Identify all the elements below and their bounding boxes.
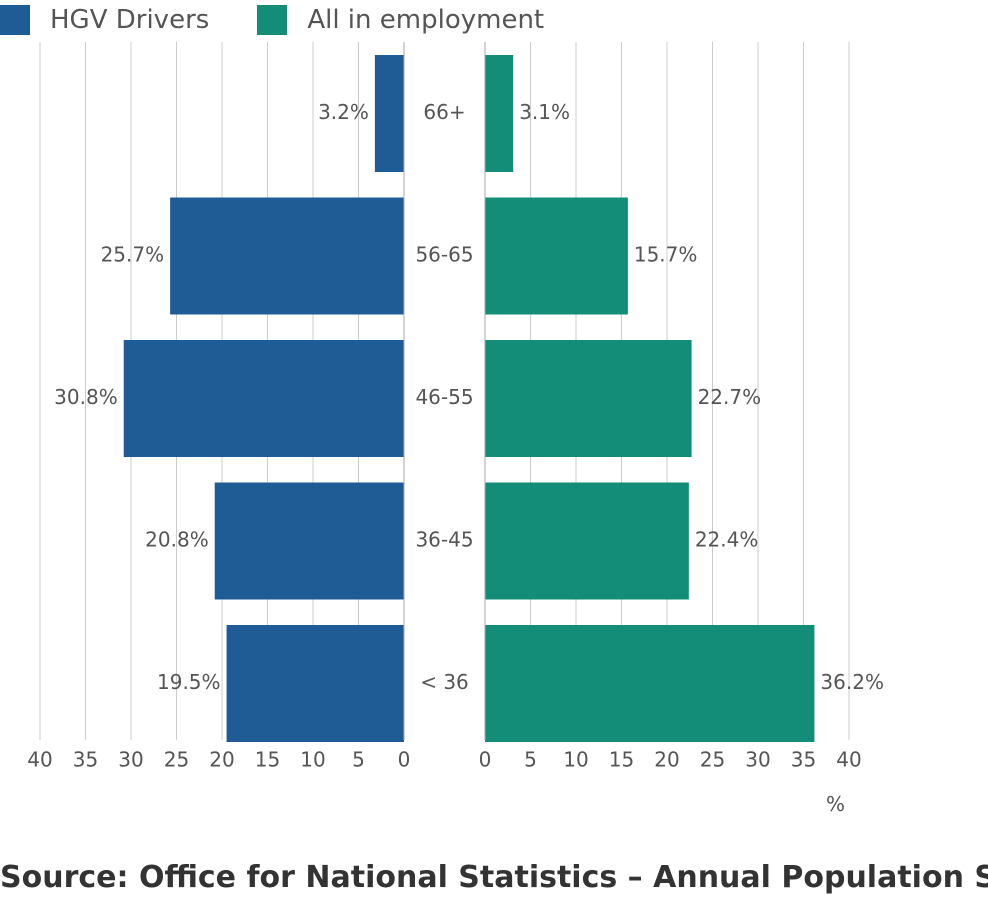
category-label-2: 46-55 [415,385,473,409]
data-label-all-0: 3.1% [519,100,570,124]
bar-hgv-2 [123,340,404,457]
data-label-all-2: 22.7% [698,385,762,409]
legend-swatch-hgv [0,5,30,35]
population-pyramid-chart: 3.2% 3.1% 66+ 25.7% 15.7% 56-65 30.8% 22.7% 46-5… [27,42,884,772]
tick-label-right-30: 30 [745,748,770,772]
source-note: Source: Office for National Statistics –… [0,860,988,895]
bar-all-0 [485,55,514,172]
chart-legend: HGV Drivers All in employment [0,0,592,40]
tick-label-left-30: 30 [118,748,143,772]
tick-label-left-40: 40 [27,748,52,772]
legend-label-hgv: HGV Drivers [50,5,210,35]
legend-label-all: All in employment [307,5,545,35]
category-label-4: < 36 [420,670,469,694]
tick-label-left-25: 25 [164,748,189,772]
data-label-all-3: 22.4% [695,528,759,552]
data-label-all-4: 36.2% [820,670,884,694]
tick-label-left-5: 5 [352,748,365,772]
category-label-3: 36-45 [415,528,473,552]
bar-hgv-0 [374,55,404,172]
data-label-hgv-1: 25.7% [101,243,165,267]
legend-swatch-all [257,5,288,35]
tick-label-left-15: 15 [255,748,280,772]
bar-hgv-4 [226,625,404,742]
tick-label-right-10: 10 [563,748,588,772]
tick-label-right-5: 5 [524,748,537,772]
bar-hgv-3 [214,482,404,600]
tick-label-right-15: 15 [609,748,634,772]
tick-label-right-35: 35 [791,748,816,772]
tick-label-right-40: 40 [836,748,861,772]
bar-all-1 [485,197,628,315]
tick-label-left-35: 35 [73,748,98,772]
data-label-hgv-0: 3.2% [318,100,369,124]
bar-all-4 [485,625,815,742]
data-label-hgv-2: 30.8% [54,385,118,409]
bar-all-2 [485,340,692,457]
tick-label-right-0: 0 [479,748,492,772]
tick-label-left-0: 0 [398,748,411,772]
legend-item-all: All in employment [257,5,544,35]
category-label-0: 66+ [423,100,465,124]
bar-hgv-1 [170,197,404,315]
tick-label-right-20: 20 [654,748,679,772]
tick-label-right-25: 25 [700,748,725,772]
data-label-all-1: 15.7% [634,243,698,267]
tick-label-left-20: 20 [209,748,234,772]
bar-all-3 [485,482,689,600]
legend-item-hgv: HGV Drivers [0,5,209,35]
data-label-hgv-4: 19.5% [157,670,221,694]
category-label-1: 56-65 [415,243,473,267]
data-label-hgv-3: 20.8% [145,528,209,552]
x-axis-unit-label: % [826,792,846,816]
tick-label-left-10: 10 [300,748,325,772]
